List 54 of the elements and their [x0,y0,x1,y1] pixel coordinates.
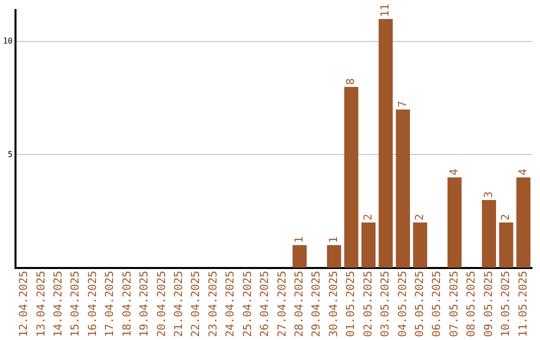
bar [447,177,462,268]
x-tick-label: 06.05.2025 [430,270,444,338]
y-tick-label: 5 [8,150,13,159]
x-tick-label: 07.05.2025 [447,270,460,338]
bar [378,19,393,268]
data-label: 2 [499,214,512,221]
x-tick-label: 27.04.2025 [275,270,288,338]
x-tick-label: 22.04.2025 [189,270,202,338]
bar [361,222,376,268]
bar [327,245,342,268]
x-tick-label: 12.04.2025 [17,270,30,338]
x-tick-label: 16.04.2025 [86,270,99,338]
data-label: 8 [344,78,358,85]
x-tick-label: 08.05.2025 [464,270,478,338]
bar [516,177,530,268]
data-label: 3 [482,191,495,198]
x-tick-label: 24.04.2025 [224,270,237,338]
x-tick-label: 25.04.2025 [240,270,254,338]
x-tick-label: 01.05.2025 [344,270,358,338]
x-tick-label: 20.04.2025 [154,270,168,338]
x-tick-label: 17.04.2025 [103,270,116,338]
data-label: 1 [326,236,340,244]
data-label: 1 [292,236,306,244]
bar [292,245,307,268]
x-tick-label: 10.05.2025 [499,270,512,338]
x-tick-label: 03.05.2025 [378,270,392,338]
x-tick-label: 21.04.2025 [172,270,186,338]
x-tick-label: 29.04.2025 [310,270,323,338]
x-tick-label: 15.04.2025 [68,270,82,338]
x-tick-label: 28.04.2025 [292,270,306,338]
data-label: 2 [412,214,426,221]
x-tick-label: 02.05.2025 [361,270,374,338]
x-tick-label: 09.05.2025 [482,270,495,338]
x-tick-label: 19.04.2025 [138,270,151,338]
data-label: 4 [516,168,530,176]
x-tick-label: 18.04.2025 [120,270,134,338]
x-tick-label: 04.05.2025 [396,270,409,338]
x-tick-label: 30.04.2025 [326,270,340,338]
x-tick-label: 13.04.2025 [34,270,48,338]
bar [482,200,496,268]
x-tick-label: 11.05.2025 [516,270,530,338]
data-label: 2 [361,214,374,221]
bar [499,222,514,268]
x-tick-label: 23.04.2025 [206,270,220,338]
bar [396,109,410,268]
x-tick-label: 05.05.2025 [412,270,426,338]
data-label: 4 [447,168,460,176]
bar [413,222,428,268]
data-label: 11 [378,4,392,18]
x-tick-label: 26.04.2025 [258,270,272,338]
y-tick-label: 10 [2,36,13,46]
bar [344,86,358,268]
data-label: 7 [396,100,409,108]
x-tick-label: 14.04.2025 [52,270,65,338]
